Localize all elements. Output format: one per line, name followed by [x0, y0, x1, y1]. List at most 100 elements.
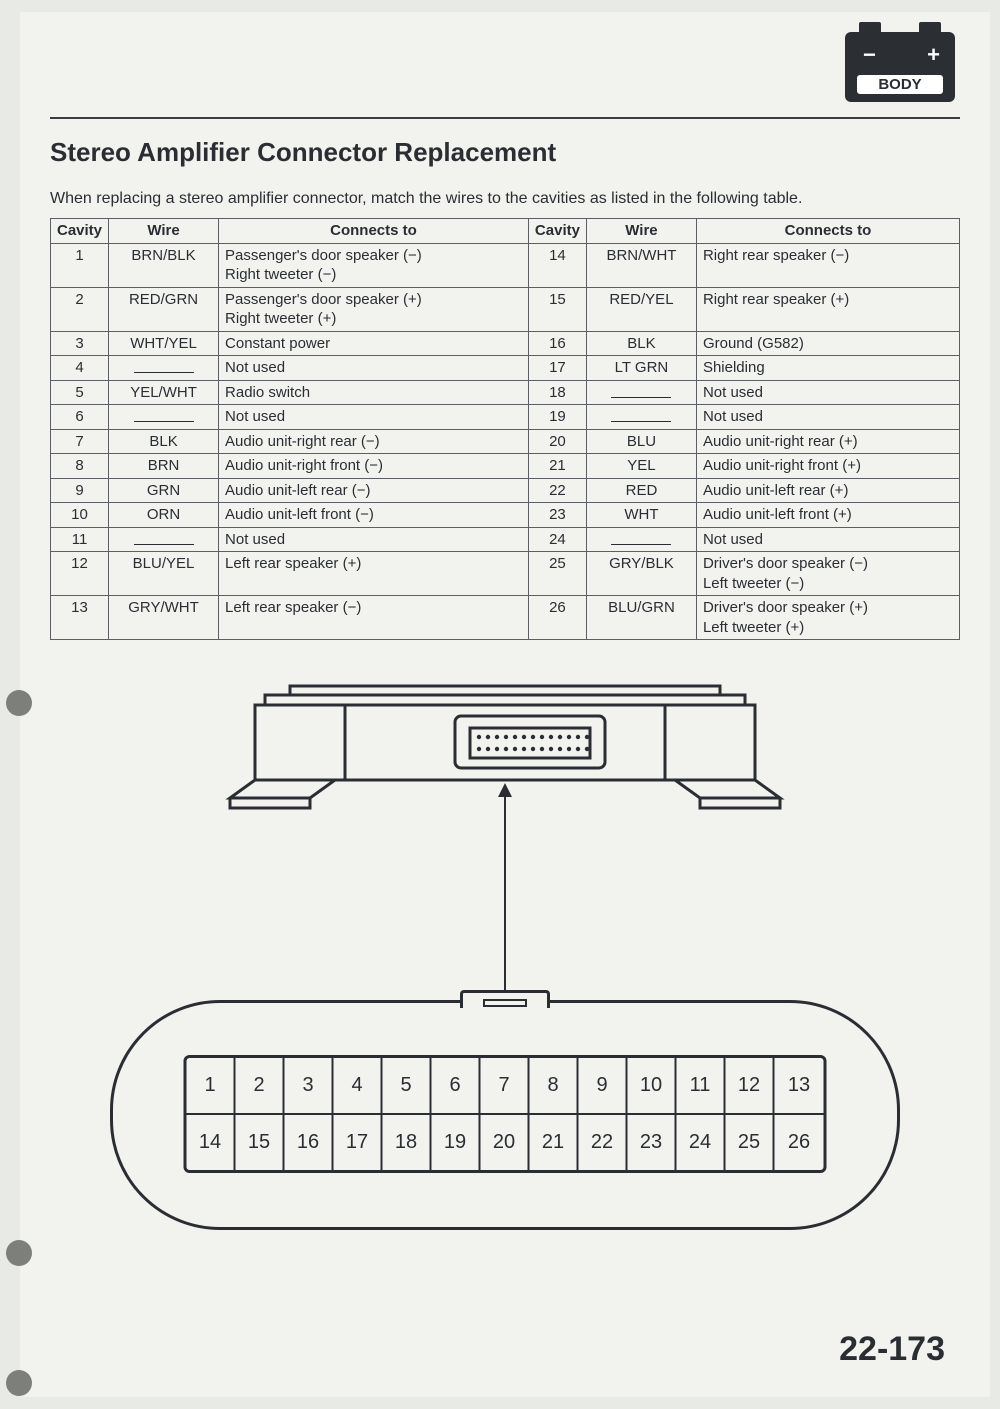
pin-cell: 8: [530, 1058, 579, 1113]
cell-wire: GRY/WHT: [109, 596, 219, 640]
pin-row: 12345678910111213: [187, 1058, 824, 1115]
th-connects-right: Connects to: [696, 219, 959, 244]
cell-cavity: 6: [51, 405, 109, 430]
cell-wire: [109, 356, 219, 381]
cell-cavity: 5: [51, 380, 109, 405]
cell-connects: Left rear speaker (−): [219, 596, 529, 640]
cell-connects: Right rear speaker (−): [696, 243, 959, 287]
cell-wire: YEL/WHT: [109, 380, 219, 405]
table-row: 10ORNAudio unit-left front (−)23WHTAudio…: [51, 503, 960, 528]
cell-connects: Audio unit-left rear (+): [696, 478, 959, 503]
cell-wire: [586, 405, 696, 430]
cell-wire: BLK: [109, 429, 219, 454]
cell-wire: WHT/YEL: [109, 331, 219, 356]
cell-cavity: 22: [528, 478, 586, 503]
table-row: 7BLKAudio unit-right rear (−)20BLUAudio …: [51, 429, 960, 454]
cell-wire: BRN/WHT: [586, 243, 696, 287]
table-row: 13GRY/WHTLeft rear speaker (−)26BLU/GRND…: [51, 596, 960, 640]
cell-wire: RED: [586, 478, 696, 503]
th-wire-right: Wire: [586, 219, 696, 244]
cell-wire: [586, 380, 696, 405]
th-cavity-left: Cavity: [51, 219, 109, 244]
cell-connects: Audio unit-left front (−): [219, 503, 529, 528]
battery-minus: −: [863, 42, 876, 68]
cell-wire: ORN: [109, 503, 219, 528]
pin-cell: 18: [383, 1115, 432, 1170]
table-row: 11Not used24Not used: [51, 527, 960, 552]
cell-cavity: 11: [51, 527, 109, 552]
connector-face-drawing: 1234567891011121314151617181920212223242…: [110, 1000, 900, 1230]
cell-wire: RED/YEL: [586, 287, 696, 331]
cell-cavity: 12: [51, 552, 109, 596]
pointer-line: [504, 785, 506, 1000]
pin-cell: 15: [236, 1115, 285, 1170]
pin-cell: 24: [677, 1115, 726, 1170]
th-cavity-right: Cavity: [528, 219, 586, 244]
pin-cell: 12: [726, 1058, 775, 1113]
intro-text: When replacing a stereo amplifier connec…: [50, 190, 960, 208]
cell-connects: Right rear speaker (+): [696, 287, 959, 331]
cell-connects: Left rear speaker (+): [219, 552, 529, 596]
cell-wire: [109, 527, 219, 552]
pin-cell: 4: [334, 1058, 383, 1113]
cell-connects: Audio unit-right front (+): [696, 454, 959, 479]
cell-connects: Audio unit-right rear (+): [696, 429, 959, 454]
cell-cavity: 13: [51, 596, 109, 640]
cell-connects: Not used: [219, 405, 529, 430]
cell-wire: GRN: [109, 478, 219, 503]
cell-wire: [586, 527, 696, 552]
body-section-icon: − + BODY: [845, 32, 955, 102]
connector-tab: [460, 990, 550, 1008]
pin-cell: 9: [579, 1058, 628, 1113]
cell-wire: LT GRN: [586, 356, 696, 381]
header-rule: [50, 117, 960, 119]
cell-wire: BLU/YEL: [109, 552, 219, 596]
cell-cavity: 14: [528, 243, 586, 287]
cell-cavity: 8: [51, 454, 109, 479]
cell-cavity: 10: [51, 503, 109, 528]
pin-cell: 25: [726, 1115, 775, 1170]
pin-cell: 14: [187, 1115, 236, 1170]
pin-cell: 23: [628, 1115, 677, 1170]
cell-cavity: 19: [528, 405, 586, 430]
pin-cell: 2: [236, 1058, 285, 1113]
th-wire-left: Wire: [109, 219, 219, 244]
cell-cavity: 24: [528, 527, 586, 552]
cell-cavity: 16: [528, 331, 586, 356]
cell-connects: Not used: [696, 527, 959, 552]
pin-cell: 5: [383, 1058, 432, 1113]
cell-wire: BRN: [109, 454, 219, 479]
cell-connects: Driver's door speaker (+)Left tweeter (+…: [696, 596, 959, 640]
table-row: 3WHT/YELConstant power16BLKGround (G582): [51, 331, 960, 356]
cell-wire: GRY/BLK: [586, 552, 696, 596]
cell-connects: Constant power: [219, 331, 529, 356]
cell-wire: [109, 405, 219, 430]
cell-connects: Radio switch: [219, 380, 529, 405]
cell-wire: WHT: [586, 503, 696, 528]
table-row: 6Not used19Not used: [51, 405, 960, 430]
cell-connects: Not used: [696, 380, 959, 405]
body-label: BODY: [857, 75, 943, 94]
table-row: 2RED/GRNPassenger's door speaker (+)Righ…: [51, 287, 960, 331]
cell-cavity: 21: [528, 454, 586, 479]
cell-cavity: 3: [51, 331, 109, 356]
cell-cavity: 4: [51, 356, 109, 381]
connector-pin-block: 1234567891011121314151617181920212223242…: [184, 1055, 827, 1173]
cell-wire: BLU/GRN: [586, 596, 696, 640]
cell-cavity: 23: [528, 503, 586, 528]
cell-connects: Passenger's door speaker (−)Right tweete…: [219, 243, 529, 287]
pin-cell: 3: [285, 1058, 334, 1113]
cell-wire: BLU: [586, 429, 696, 454]
cell-cavity: 17: [528, 356, 586, 381]
wiring-table: Cavity Wire Connects to Cavity Wire Conn…: [50, 218, 960, 640]
binder-hole: [6, 1240, 32, 1266]
cell-connects: Audio unit-left front (+): [696, 503, 959, 528]
pin-cell: 11: [677, 1058, 726, 1113]
cell-cavity: 2: [51, 287, 109, 331]
cell-cavity: 15: [528, 287, 586, 331]
pin-cell: 10: [628, 1058, 677, 1113]
pin-cell: 17: [334, 1115, 383, 1170]
cell-wire: BLK: [586, 331, 696, 356]
cell-wire: YEL: [586, 454, 696, 479]
cell-connects: Not used: [696, 405, 959, 430]
